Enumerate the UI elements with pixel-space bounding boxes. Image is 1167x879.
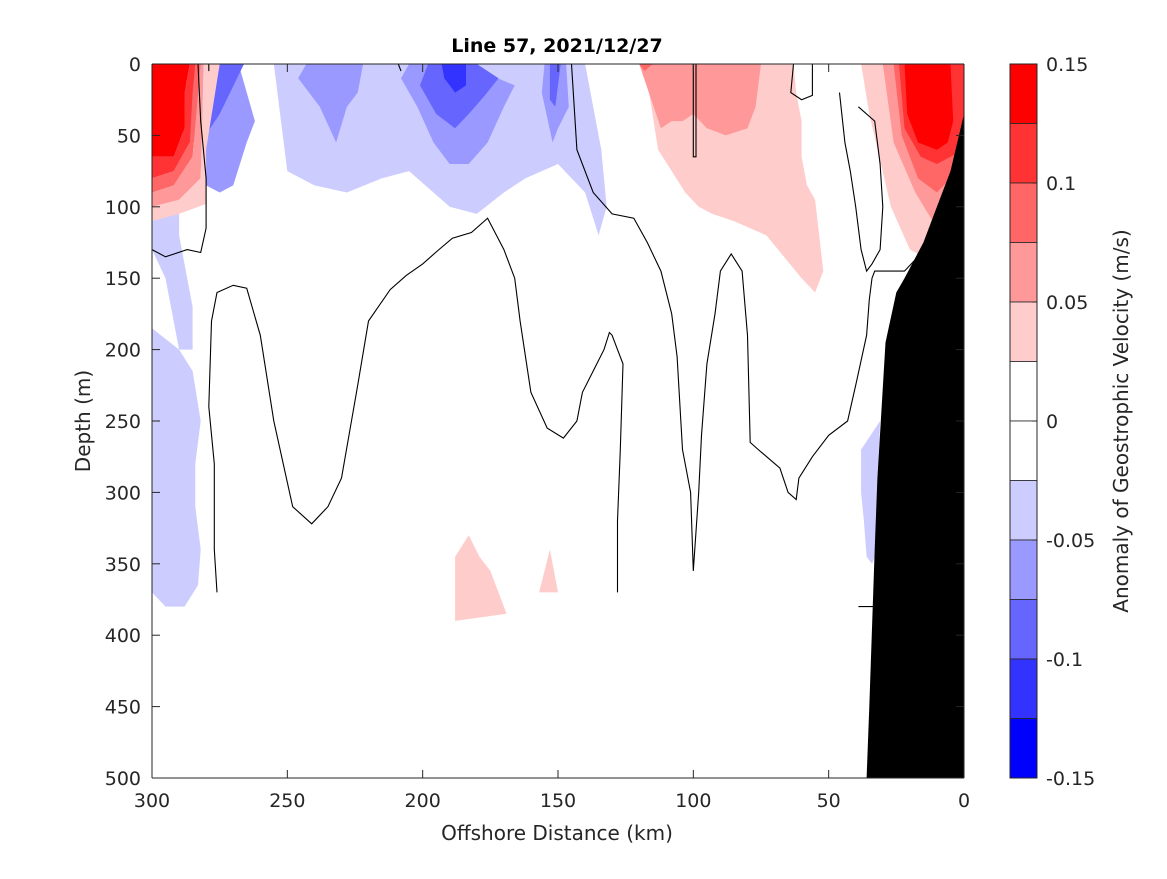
x-tick-label: 0 [958,790,970,812]
y-tick-label: 250 [105,411,141,433]
colorbar-level [1009,242,1038,303]
colorbar-tick-label: -0.15 [1046,768,1095,790]
colorbar-level [1009,480,1038,541]
velocity-contour-region [644,64,824,293]
x-tick-label: 250 [269,790,305,812]
velocity-contour-region [639,64,653,72]
velocity-contour-region [152,64,220,222]
x-tick-label: 200 [405,790,441,812]
x-tick-label: 150 [540,790,576,812]
colorbar-tick-label: -0.1 [1046,649,1083,671]
zero-contour-line [838,92,884,273]
velocity-contour-region [152,64,204,207]
velocity-contour-region [152,64,201,193]
colorbar-tick-label: 0 [1046,411,1058,433]
velocity-contour-region [549,64,561,107]
colorbar-label: Anomaly of Geostrophic Velocity (m/s) [1109,229,1133,612]
zero-contour-line [152,64,207,258]
y-tick-label: 150 [105,268,141,290]
colorbar-level [1009,63,1038,124]
y-tick-label: 200 [105,340,141,362]
plot-background [152,64,964,778]
y-tick-label: 350 [105,554,141,576]
colorbar-level [1009,301,1038,362]
y-tick-label: 450 [105,697,141,719]
colorbar-tick-label: -0.05 [1046,530,1095,552]
colorbar-level [1009,123,1038,184]
velocity-contour-region [420,64,499,129]
seafloor-bathymetry [866,114,964,778]
y-axis-label: Depth (m) [71,370,95,472]
colorbar-level [1009,420,1038,481]
velocity-contour-region [298,64,364,143]
y-tick-label: 0 [129,54,141,76]
y-tick-label: 400 [105,625,141,647]
zero-contour-line [790,64,813,101]
velocity-contour-region [441,64,466,93]
colorbar-level [1009,361,1038,422]
velocity-contour-region [152,328,201,607]
velocity-contour-region [455,535,507,621]
colorbar-tick-label: 0.05 [1046,292,1088,314]
y-tick-label: 100 [105,197,141,219]
x-tick-label: 300 [134,790,170,812]
velocity-contour-region [152,64,196,179]
zero-contour-line [397,64,402,72]
x-axis-label: Offshore Distance (km) [441,821,673,845]
y-tick-label: 500 [105,768,141,790]
y-tick-label: 300 [105,482,141,504]
x-tick-label: 100 [675,790,711,812]
zero-contour-line [692,64,697,158]
velocity-contour-region [639,64,761,136]
colorbar-level [1009,718,1038,779]
velocity-contour-region [904,64,954,150]
colorbar: 0.15 0.1 0.05 0 -0.05 -0.1 -0.15 [1009,54,1095,790]
velocity-contour-region [861,421,881,564]
colorbar-level [1009,539,1038,600]
colorbar-level [1009,182,1038,243]
colorbar-tick-label: 0.15 [1046,54,1088,76]
zero-contour-lines [152,64,919,608]
colorbar-level [1009,658,1038,719]
velocity-contour-region [152,64,190,157]
colorbar-level [1009,599,1038,660]
chart-title: Line 57, 2021/12/27 [451,35,663,57]
zero-contour-line [208,217,624,593]
zero-contour-line [570,64,919,571]
colorbar-tick-label: 0.1 [1046,173,1076,195]
velocity-filled-contours [152,64,964,621]
x-tick-label: 50 [817,790,841,812]
axes: 300 250 200 150 100 50 00501001502002503003504… [105,54,970,812]
velocity-contour-region [539,549,558,593]
y-tick-label: 50 [117,125,141,147]
plot-area [152,64,964,778]
